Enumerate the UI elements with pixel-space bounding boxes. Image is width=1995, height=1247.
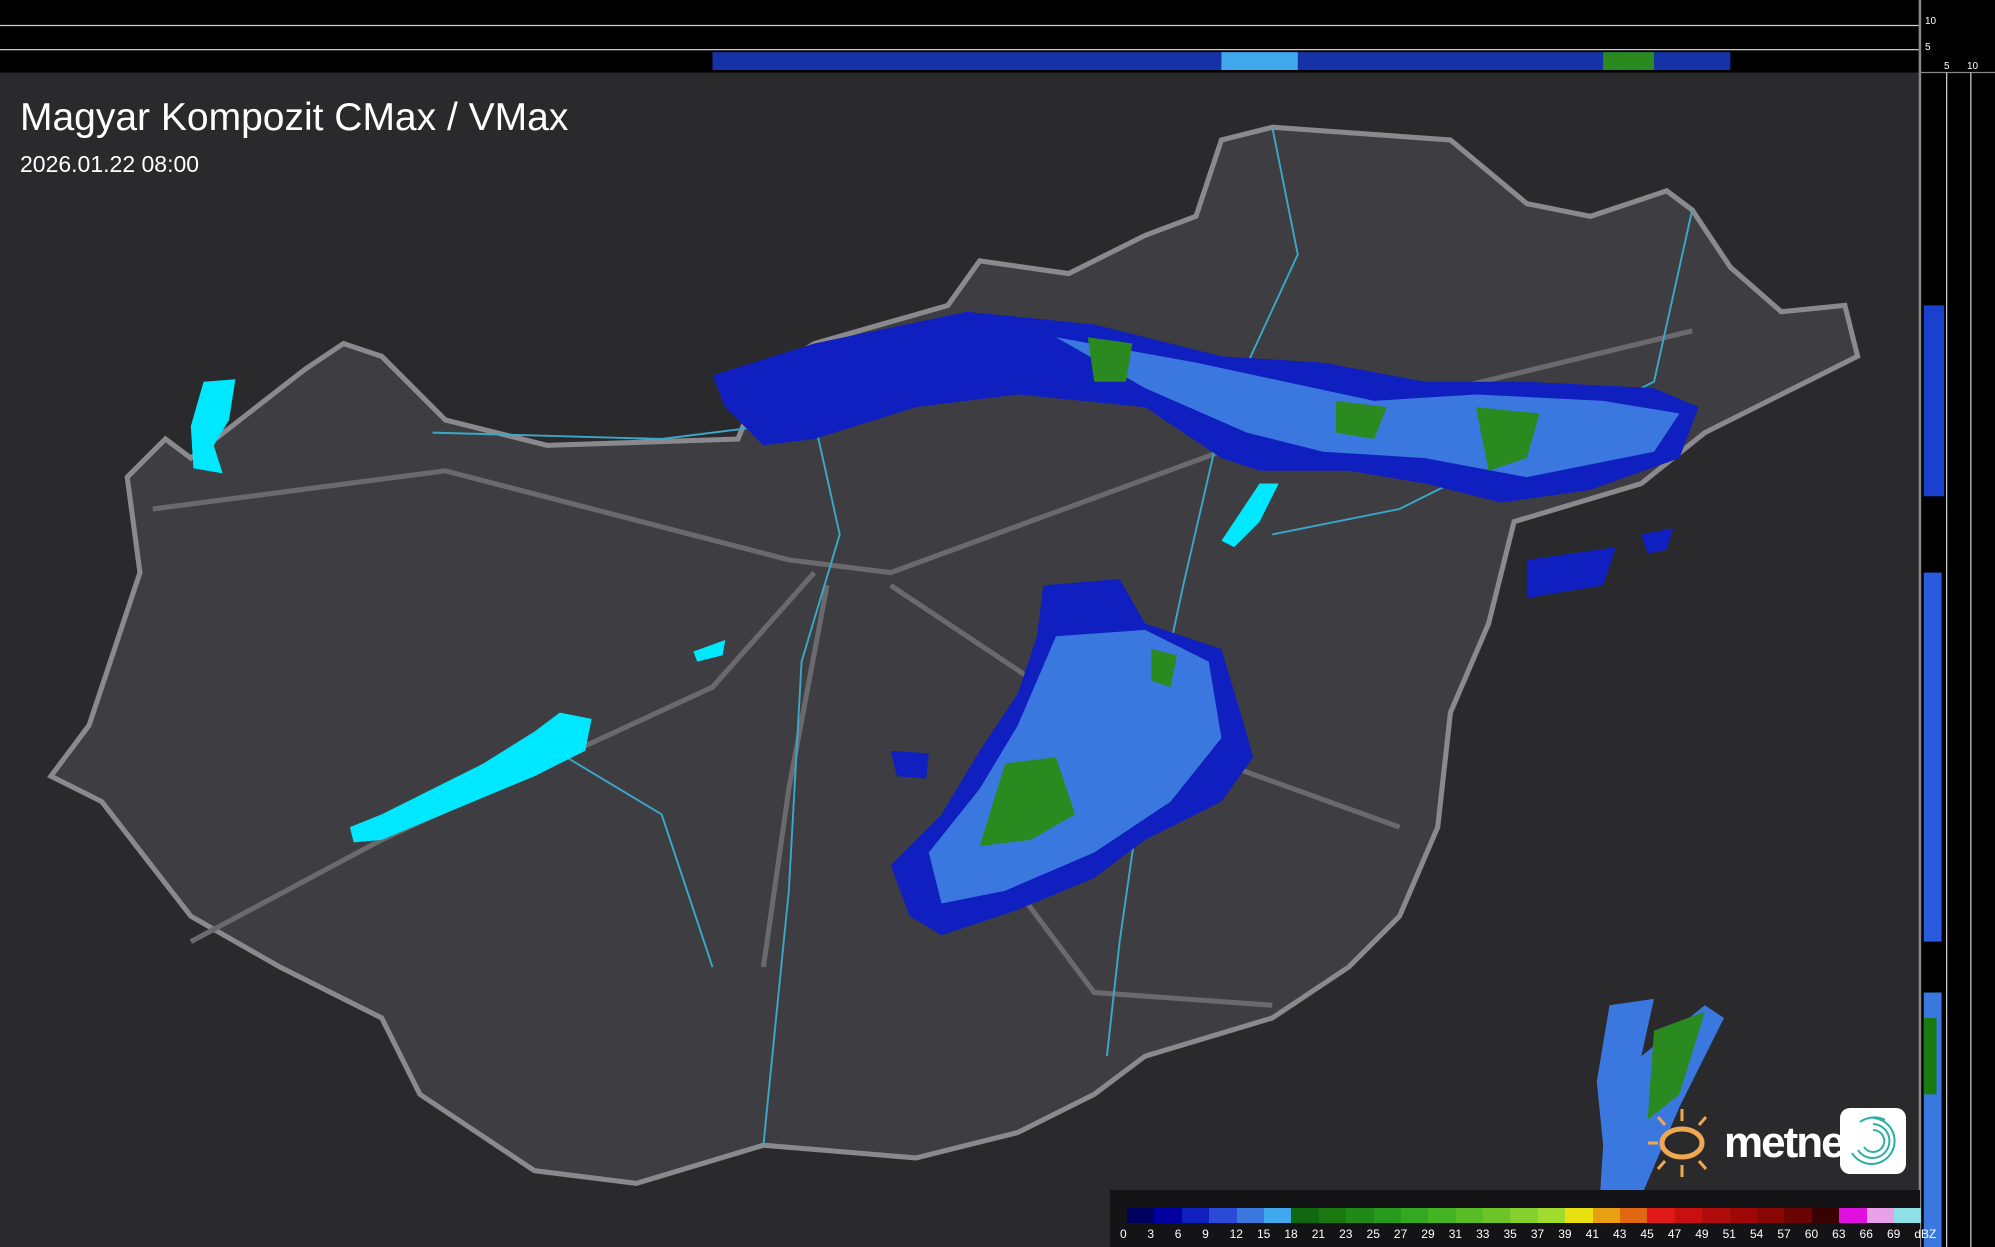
legend-swatch: [1620, 1208, 1648, 1223]
legend-swatch: [1537, 1208, 1566, 1223]
legend-swatch: [1291, 1208, 1319, 1223]
right-profile-echo: [1923, 305, 1945, 497]
dbz-color-legend: 0 3 6 9 12 15 18 21 23 25 27 29 31 33 35 37 39 41 43 45 47 49…: [1110, 1190, 1936, 1247]
legend-swatch: [1893, 1208, 1922, 1223]
legend-label: 29: [1421, 1227, 1435, 1241]
legend-label: 43: [1613, 1227, 1627, 1241]
legend-swatch: [1127, 1208, 1155, 1223]
radar-echoes: [712, 311, 1724, 1247]
legend-label: 12: [1229, 1227, 1243, 1241]
legend-label: 39: [1558, 1227, 1572, 1241]
legend-swatch: [1729, 1208, 1757, 1223]
legend-label: 9: [1202, 1227, 1209, 1241]
legend-color-bar: [1127, 1208, 1922, 1223]
legend-swatch: [1565, 1208, 1593, 1223]
map-timestamp: 2026.01.22 08:00: [20, 151, 200, 177]
legend-label: 63: [1832, 1227, 1846, 1241]
legend-label: 47: [1667, 1227, 1682, 1241]
logo-text: metnet: [1724, 1118, 1858, 1167]
sun-icon: [1648, 1109, 1708, 1177]
legend-swatch: [1483, 1208, 1511, 1223]
legend-label: 49: [1695, 1227, 1709, 1241]
legend-label: 0: [1120, 1227, 1127, 1241]
legend-label: 15: [1256, 1227, 1271, 1241]
legend-label: 37: [1530, 1227, 1545, 1241]
legend-label: 18: [1284, 1227, 1298, 1241]
legend-label: 31: [1448, 1227, 1463, 1241]
legend-unit: dBZ: [1914, 1227, 1937, 1241]
swirl-logo-icon: [1840, 1108, 1906, 1174]
legend-swatch: [1455, 1208, 1484, 1223]
right-axis-tick: 5: [1944, 61, 1950, 72]
legend-swatch: [1209, 1208, 1237, 1223]
legend-label: 57: [1777, 1227, 1791, 1241]
legend-swatch: [1702, 1208, 1730, 1223]
legend-swatch: [1373, 1208, 1401, 1223]
lake-neusiedl: [190, 379, 236, 474]
legend-label: 51: [1722, 1227, 1736, 1241]
legend-label: 6: [1174, 1227, 1182, 1241]
legend-swatch: [1236, 1208, 1264, 1223]
legend-labels: 0 3 6 9 12 15 18 21 23 25 27 29 31 33 35 37 39 41 43 45 47 49…: [1120, 1227, 1942, 1241]
legend-label: 27: [1393, 1227, 1408, 1241]
legend-swatch: [1346, 1208, 1374, 1223]
legend-swatch: [1428, 1208, 1456, 1223]
legend-label: 35: [1503, 1227, 1517, 1241]
legend-label: 45: [1640, 1227, 1654, 1241]
legend-swatch: [1263, 1208, 1292, 1223]
legend-swatch: [1866, 1208, 1894, 1223]
lake-velence: [693, 640, 726, 662]
legend-swatch: [1592, 1208, 1621, 1223]
legend-swatch: [1647, 1208, 1675, 1223]
legend-swatch: [1181, 1208, 1210, 1223]
legend-label: 21: [1311, 1227, 1326, 1241]
right-axis-tick: 10: [1967, 61, 1979, 72]
legend-swatch: [1510, 1208, 1538, 1223]
legend-swatch: [1811, 1208, 1840, 1223]
legend-swatch: [1400, 1208, 1429, 1223]
metnet-logo: metnet: [1640, 1103, 1858, 1183]
legend-label: 25: [1366, 1227, 1380, 1241]
top-axis-tick: 10: [1925, 16, 1937, 27]
legend-swatch: [1784, 1208, 1812, 1223]
top-axis-tick: 5: [1925, 42, 1931, 53]
legend-label: 23: [1339, 1227, 1353, 1241]
map-title: Magyar Kompozit CMax / VMax: [20, 96, 569, 139]
legend-label: 66: [1859, 1227, 1873, 1241]
lake-tisza: [1221, 483, 1279, 548]
legend-swatch: [1674, 1208, 1703, 1223]
legend-label: 60: [1804, 1227, 1819, 1241]
legend-swatch: [1756, 1208, 1785, 1223]
lake-balaton: [349, 712, 592, 843]
legend-swatch: [1318, 1208, 1347, 1223]
legend-label: 54: [1749, 1227, 1764, 1241]
legend-label: 33: [1476, 1227, 1490, 1241]
legend-label: 69: [1886, 1227, 1901, 1241]
legend-swatch: [1154, 1208, 1182, 1223]
rivers: [432, 127, 1694, 1146]
legend-label: 41: [1585, 1227, 1599, 1241]
legend-swatch: [1839, 1208, 1867, 1223]
legend-label: 3: [1147, 1227, 1155, 1241]
